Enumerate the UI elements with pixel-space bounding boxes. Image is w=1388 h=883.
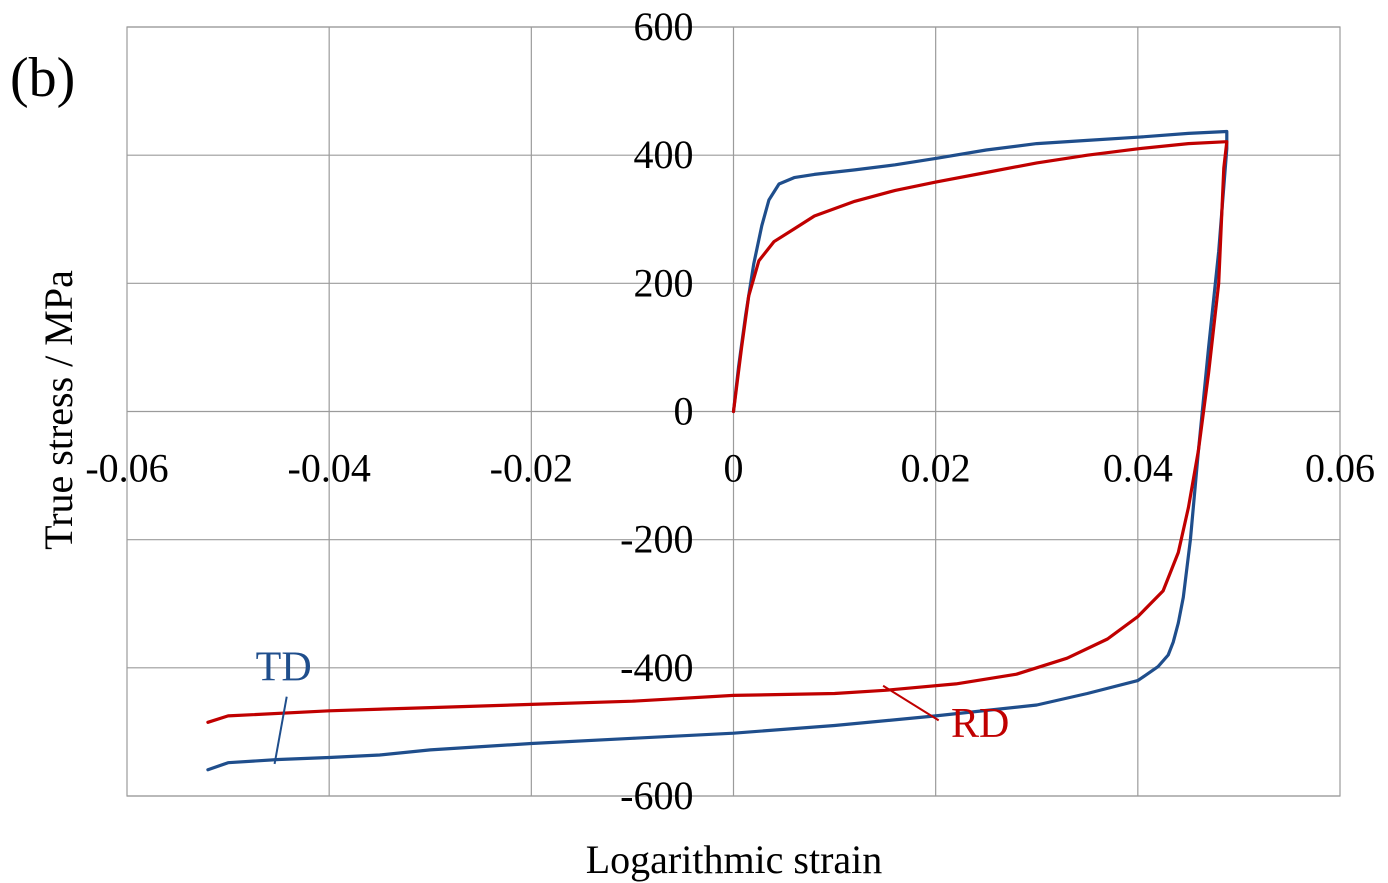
series-line-rd xyxy=(206,140,1229,724)
y-tick-label: 400 xyxy=(634,132,694,177)
panel-label: (b) xyxy=(10,47,75,109)
rd-label: RD xyxy=(951,701,1009,747)
tick-label-layer: 600 400 200 0 -200 -400 -600 -0.06 -0.04 -0.02 0 0.… xyxy=(85,4,1375,818)
x-tick-label: 0 xyxy=(724,446,744,491)
x-tick-label: -0.06 xyxy=(85,446,168,491)
y-tick-label: -400 xyxy=(620,645,693,690)
series-layer xyxy=(206,129,1229,772)
y-tick-label: 600 xyxy=(634,4,694,49)
x-tick-label: 0.06 xyxy=(1305,446,1375,491)
x-tick-label: -0.02 xyxy=(490,446,573,491)
y-tick-label: 0 xyxy=(674,389,694,434)
td-label: TD xyxy=(256,645,312,691)
series-line-td xyxy=(206,129,1229,772)
x-tick-label: 0.02 xyxy=(901,446,971,491)
x-tick-label: 0.04 xyxy=(1103,446,1173,491)
rd-leader-line xyxy=(882,684,940,722)
td-leader-line xyxy=(273,696,288,765)
x-tick-label: -0.04 xyxy=(288,446,371,491)
grid-layer xyxy=(126,26,1341,797)
y-tick-label: 200 xyxy=(634,260,694,305)
y-tick-label: -200 xyxy=(620,517,693,562)
x-axis-title: Logarithmic strain xyxy=(586,837,883,882)
y-axis-title: True stress / MPa xyxy=(36,270,81,550)
annotation-layer: TD RD xyxy=(256,645,1009,765)
y-tick-label: -600 xyxy=(620,773,693,818)
